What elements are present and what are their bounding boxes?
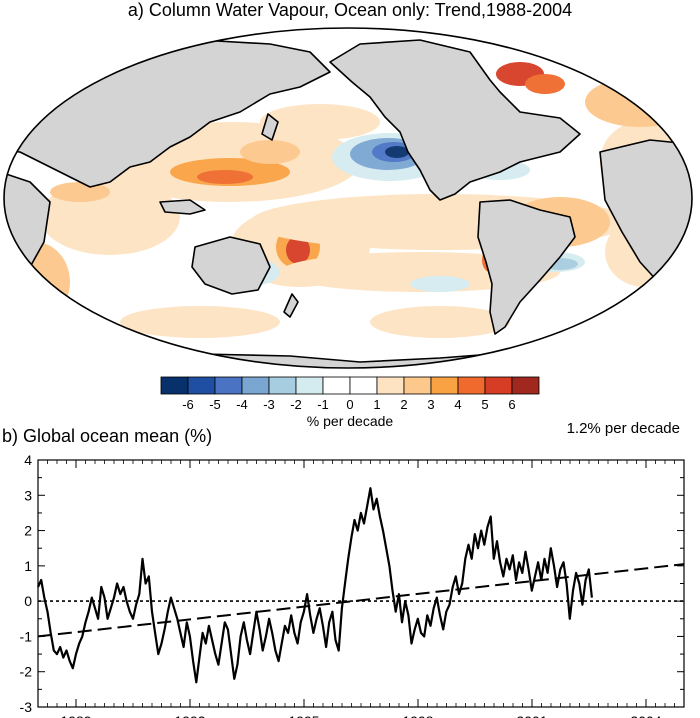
map-title: a) Column Water Vapour, Ocean only: Tren… bbox=[127, 0, 573, 20]
colorbar-tick-label: -1 bbox=[317, 397, 329, 412]
colorbar-box bbox=[430, 376, 459, 395]
y-tick-label: -1 bbox=[20, 628, 33, 644]
colorbar-tick-label: 3 bbox=[427, 397, 434, 412]
y-tick-label: 0 bbox=[24, 593, 32, 609]
trend-label: 1.2% per decade bbox=[566, 420, 680, 437]
colorbar: -6 -5 -4 -3 -2 -1 0 1 2 3 4 5 6 bbox=[160, 376, 540, 412]
time-series-chart: -3 -2 -1 0 1 2 3 4 1989 1992 1995 1998 2001 2004 bbox=[20, 452, 685, 718]
new-zealand bbox=[283, 293, 299, 318]
y-tick-label: 4 bbox=[24, 452, 32, 468]
x-tick-label: 1989 bbox=[60, 713, 91, 718]
colorbar-box bbox=[349, 376, 378, 395]
colorbar-tick-label: 5 bbox=[481, 397, 488, 412]
colorbar-tick-label: 4 bbox=[454, 397, 461, 412]
series-title: b) Global ocean mean (%) bbox=[2, 426, 213, 446]
y-tick-label: -2 bbox=[20, 664, 33, 680]
colorbar-box bbox=[241, 376, 270, 395]
series-lines bbox=[36, 487, 685, 684]
x-tick-label: 1995 bbox=[288, 713, 319, 718]
colorbar-tick-label: -4 bbox=[236, 397, 248, 412]
plot-frame bbox=[37, 459, 685, 708]
trend-map bbox=[3, 27, 693, 369]
colorbar-ticks: -6 -5 -4 -3 -2 -1 0 1 2 3 4 5 6 bbox=[182, 397, 515, 412]
colorbar-box bbox=[187, 376, 216, 395]
australia bbox=[191, 236, 271, 295]
y-axis: -3 -2 -1 0 1 2 3 4 bbox=[20, 452, 684, 715]
y-tick-label: 2 bbox=[24, 523, 32, 539]
trend-line bbox=[37, 563, 685, 638]
colorbar-box bbox=[214, 376, 243, 395]
colorbar-box bbox=[322, 376, 351, 395]
colorbar-label: % per decade bbox=[306, 413, 394, 429]
y-tick-label: 1 bbox=[24, 558, 32, 574]
colorbar-tick-label: -2 bbox=[290, 397, 302, 412]
y-tick-label: 3 bbox=[24, 487, 32, 503]
colorbar-boxes bbox=[160, 376, 540, 395]
minor-ticks bbox=[47, 460, 675, 707]
indonesia bbox=[159, 199, 206, 215]
colorbar-tick-label: -5 bbox=[209, 397, 221, 412]
x-tick-label: 1992 bbox=[174, 713, 205, 718]
colorbar-box bbox=[403, 376, 432, 395]
x-tick-label: 2004 bbox=[630, 713, 661, 718]
colorbar-box bbox=[160, 376, 189, 395]
colorbar-tick-label: 0 bbox=[346, 397, 353, 412]
x-tick-label: 1998 bbox=[402, 713, 433, 718]
colorbar-tick-label: -6 bbox=[182, 397, 194, 412]
colorbar-box bbox=[511, 376, 540, 395]
colorbar-tick-label: -3 bbox=[263, 397, 275, 412]
colorbar-box bbox=[268, 376, 297, 395]
x-tick-label: 2001 bbox=[516, 713, 547, 718]
north-america bbox=[329, 39, 581, 201]
globe-outline bbox=[3, 27, 693, 369]
japan bbox=[261, 113, 279, 141]
colorbar-box bbox=[484, 376, 513, 395]
colorbar-tick-label: 1 bbox=[373, 397, 380, 412]
colorbar-tick-label: 2 bbox=[400, 397, 407, 412]
y-tick-label: -3 bbox=[20, 699, 33, 715]
colorbar-tick-label: 6 bbox=[508, 397, 515, 412]
colorbar-box bbox=[295, 376, 324, 395]
map-content bbox=[4, 28, 692, 368]
greenland bbox=[559, 37, 641, 73]
colorbar-box bbox=[376, 376, 405, 395]
south-america bbox=[477, 199, 576, 335]
anomaly-series-line bbox=[36, 487, 593, 684]
colorbar-box bbox=[457, 376, 486, 395]
